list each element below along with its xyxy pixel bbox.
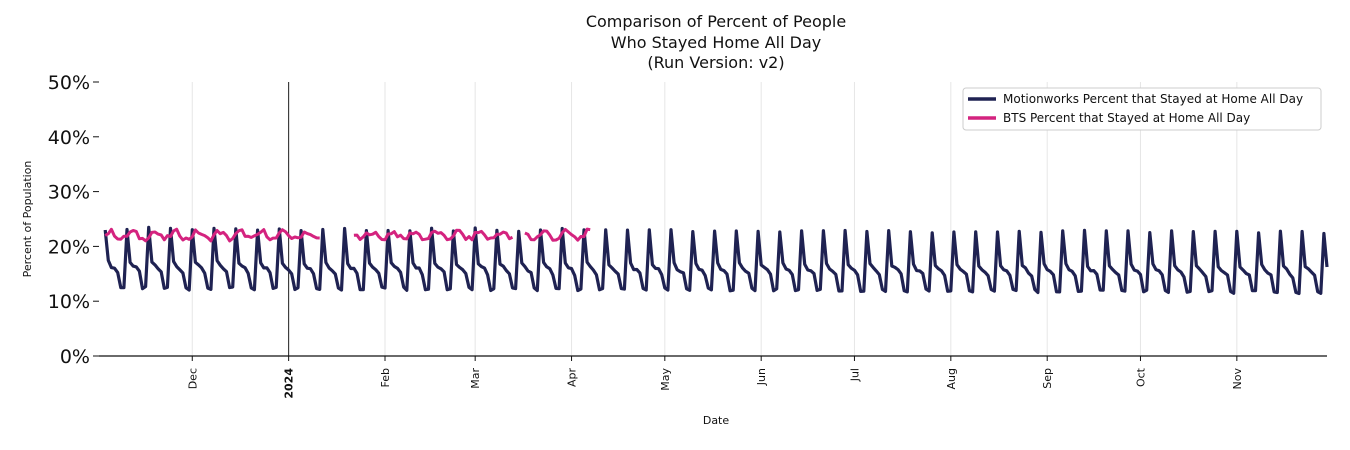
y-tick-label-10: 10% — [48, 291, 90, 313]
y-tick-label-0: 0% — [60, 346, 90, 368]
legend-box — [962, 87, 1322, 131]
x-axis-label: Date — [703, 414, 730, 427]
x-tick-label-apr: Apr — [566, 368, 579, 388]
x-tick-label-may: May — [659, 368, 672, 391]
y-tick-label-30: 30% — [48, 182, 90, 204]
x-tick-label-jul: Jul — [848, 368, 861, 382]
x-axis: Dec 2024 Feb Mar Apr May Jun Jul Aug Sep Oct Nov — [99, 355, 1327, 399]
x-tick-label-feb: Feb — [379, 368, 392, 387]
y-axis-label: Percent of Population — [21, 161, 34, 278]
legend-label-motionworks: Motionworks Percent that Stayed at Home … — [1003, 92, 1303, 106]
series-line-bts — [104, 227, 591, 243]
chart-title-line-1: Comparison of Percent of People — [586, 12, 846, 31]
series-line-motionworks — [103, 225, 1329, 296]
x-tick-label-mar: Mar — [469, 368, 482, 389]
x-tick-label-nov: Nov — [1231, 368, 1244, 390]
series-lines — [103, 225, 1329, 296]
x-tick-label-jun: Jun — [755, 368, 768, 386]
x-tick-label-oct: Oct — [1134, 367, 1147, 387]
y-tick-label-50: 50% — [48, 72, 90, 94]
chart-title: Comparison of Percent of People Who Stay… — [586, 12, 846, 72]
legend-label-bts: BTS Percent that Stayed at Home All Day — [1003, 111, 1250, 125]
chart-title-line-2: Who Stayed Home All Day — [611, 33, 821, 52]
x-tick-label-2024: 2024 — [283, 368, 296, 399]
x-tick-label-aug: Aug — [945, 368, 958, 389]
y-tick-label-20: 20% — [48, 236, 90, 258]
x-tick-label-sep: Sep — [1041, 368, 1054, 389]
legend: Motionworks Percent that Stayed at Home … — [962, 87, 1322, 131]
chart-title-line-3: (Run Version: v2) — [647, 53, 784, 72]
y-tick-label-40: 40% — [48, 127, 90, 149]
y-axis: 0% 10% 20% 30% 40% 50% — [48, 72, 99, 368]
x-tick-label-dec: Dec — [186, 368, 199, 389]
